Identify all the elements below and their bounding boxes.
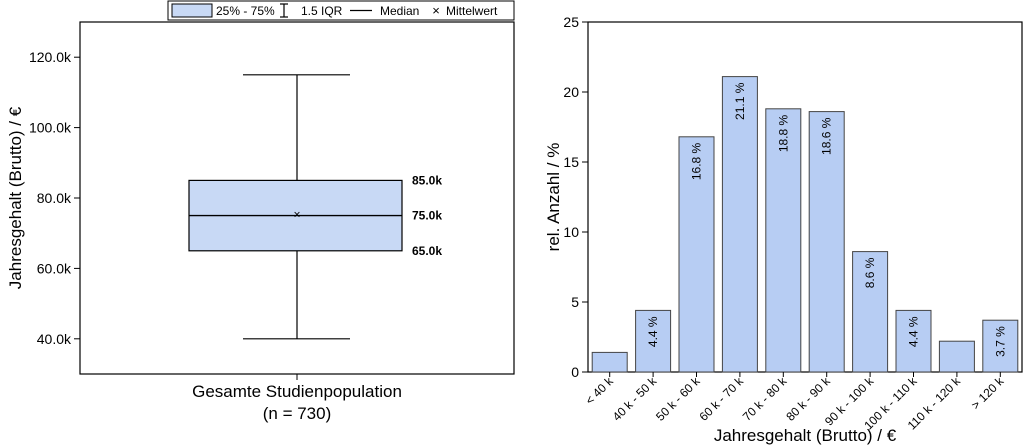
histogram-chart: 0 5 10 15 20 25 4.4 % 16.8 % 21.1 % 18.8 % 18.6 %… bbox=[544, 14, 1023, 445]
histogram-bar bbox=[678, 136, 715, 373]
histogram-bar bbox=[852, 251, 889, 373]
histogram-y-tick-label: 0 bbox=[571, 364, 579, 380]
histogram-bar-label: 4.4 % bbox=[646, 316, 660, 347]
boxplot-y-tick-label: 100.0k bbox=[29, 120, 72, 136]
histogram-y-tick-label: 25 bbox=[563, 14, 579, 30]
histogram-bar bbox=[635, 309, 672, 373]
histogram-x-axis-title: Jahresgehalt (Brutto) / € bbox=[714, 426, 897, 445]
histogram-bar-label: 16.8 % bbox=[690, 142, 704, 180]
histogram-bar bbox=[721, 76, 758, 373]
legend-median-label: Median bbox=[380, 4, 419, 18]
histogram-bar-label: 3.7 % bbox=[993, 326, 1007, 357]
annotation-q1: 65.0k bbox=[412, 244, 442, 258]
histogram-y-tick-label: 10 bbox=[563, 224, 579, 240]
boxplot-y-axis-title: Jahresgehalt (Brutto) / € bbox=[6, 106, 25, 289]
histogram-x-tick-label: 50 k - 60 k bbox=[653, 374, 703, 424]
histogram-y-axis-title: rel. Anzahl / % bbox=[544, 143, 563, 252]
histogram-bar-label: 8.6 % bbox=[863, 257, 877, 288]
legend-mean-icon: × bbox=[432, 3, 440, 18]
boxplot-y-axis: 40.0k 60.0k 80.0k 100.0k 120.0k bbox=[29, 49, 80, 347]
histogram-plot-frame bbox=[587, 21, 1023, 373]
legend-whisker-label: 1.5 IQR bbox=[301, 4, 343, 18]
boxplot-y-tick-label: 80.0k bbox=[37, 190, 72, 206]
boxplot-y-tick-label: 60.0k bbox=[37, 260, 72, 276]
legend-frame bbox=[167, 0, 515, 21]
boxplot-box-group: × bbox=[188, 74, 403, 340]
histogram-bar-label: 21.1 % bbox=[733, 82, 747, 120]
histogram-bars: 4.4 % 16.8 % 21.1 % 18.8 % 18.6 % 8.6 % 4.4 % 3… bbox=[591, 76, 1019, 373]
legend-box-label: 25% - 75% bbox=[216, 4, 275, 18]
annotation-median: 75.0k bbox=[412, 209, 442, 223]
boxplot-chart: 25% - 75% 1.5 IQR Median × Mittelwert 40… bbox=[6, 0, 515, 423]
histogram-bar-label: 4.4 % bbox=[907, 316, 921, 347]
histogram-y-tick-label: 15 bbox=[563, 154, 579, 170]
legend-mean-label: Mittelwert bbox=[446, 4, 498, 18]
histogram-x-tick-label: < 40 k bbox=[583, 374, 617, 408]
histogram-x-tick-label: 60 k - 70 k bbox=[697, 374, 747, 424]
histogram-y-tick-label: 20 bbox=[563, 84, 579, 100]
histogram-bar-label: 18.8 % bbox=[776, 114, 790, 152]
boxplot-category-count: (n = 730) bbox=[263, 404, 332, 423]
histogram-bar bbox=[938, 340, 975, 373]
legend-box-swatch bbox=[171, 3, 213, 18]
histogram-x-tick-label: 70 k - 80 k bbox=[740, 374, 790, 424]
histogram-x-tick-label: 40 k - 50 k bbox=[610, 374, 660, 424]
boxplot-category-label: Gesamte Studienpopulation bbox=[192, 382, 402, 401]
histogram-bar bbox=[895, 309, 932, 373]
boxplot-legend: 25% - 75% 1.5 IQR Median × Mittelwert bbox=[167, 0, 515, 21]
histogram-x-tick-label: > 120 k bbox=[968, 374, 1007, 413]
boxplot-y-tick-label: 40.0k bbox=[37, 331, 72, 347]
histogram-bar bbox=[765, 108, 802, 373]
boxplot-y-tick-label: 120.0k bbox=[29, 49, 72, 65]
histogram-bar bbox=[591, 351, 628, 373]
histogram-y-tick-label: 5 bbox=[571, 294, 579, 310]
histogram-bar-label: 18.6 % bbox=[820, 117, 834, 155]
mean-marker: × bbox=[293, 208, 300, 222]
legend-whisker-icon bbox=[280, 3, 288, 18]
histogram-bar bbox=[808, 111, 845, 373]
annotation-q3: 85.0k bbox=[412, 173, 442, 187]
histogram-y-axis: 0 5 10 15 20 25 bbox=[563, 14, 588, 380]
histogram-x-axis: < 40 k40 k - 50 k50 k - 60 k60 k - 70 k7… bbox=[583, 372, 1007, 433]
histogram-bar bbox=[982, 319, 1019, 373]
